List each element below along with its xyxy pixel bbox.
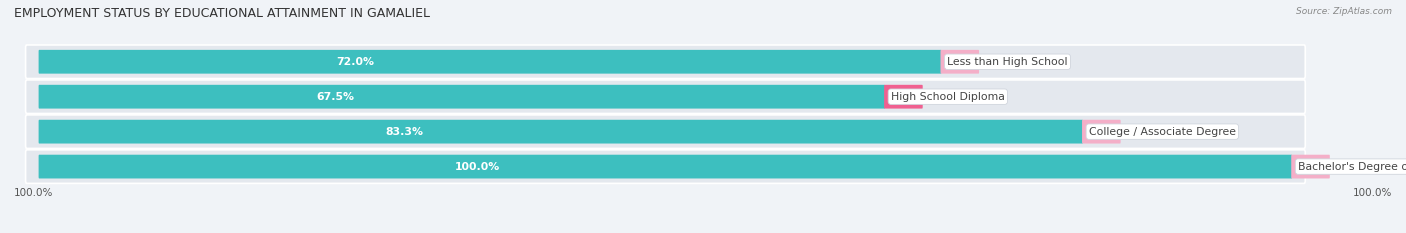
FancyBboxPatch shape (25, 45, 1305, 79)
Text: Less than High School: Less than High School (948, 57, 1067, 67)
FancyBboxPatch shape (38, 120, 1083, 144)
Text: 100.0%: 100.0% (1353, 188, 1392, 198)
Text: Bachelor's Degree or higher: Bachelor's Degree or higher (1298, 162, 1406, 171)
FancyBboxPatch shape (25, 80, 1305, 113)
FancyBboxPatch shape (25, 150, 1305, 183)
Text: 100.0%: 100.0% (14, 188, 53, 198)
FancyBboxPatch shape (1291, 155, 1330, 178)
Text: High School Diploma: High School Diploma (891, 92, 1005, 102)
Text: 83.3%: 83.3% (385, 127, 423, 137)
Text: 0.0%: 0.0% (1354, 162, 1382, 171)
Text: 0.0%: 0.0% (1144, 127, 1173, 137)
FancyBboxPatch shape (38, 85, 886, 109)
FancyBboxPatch shape (38, 50, 942, 74)
FancyBboxPatch shape (1083, 120, 1121, 144)
Text: College / Associate Degree: College / Associate Degree (1088, 127, 1236, 137)
Text: 0.0%: 0.0% (1004, 57, 1032, 67)
FancyBboxPatch shape (25, 115, 1305, 148)
FancyBboxPatch shape (38, 155, 1292, 178)
Text: EMPLOYMENT STATUS BY EDUCATIONAL ATTAINMENT IN GAMALIEL: EMPLOYMENT STATUS BY EDUCATIONAL ATTAINM… (14, 7, 430, 20)
Text: 72.0%: 72.0% (336, 57, 374, 67)
Text: 67.5%: 67.5% (316, 92, 354, 102)
FancyBboxPatch shape (884, 85, 922, 109)
Text: 1.2%: 1.2% (948, 92, 974, 102)
Text: Source: ZipAtlas.com: Source: ZipAtlas.com (1296, 7, 1392, 16)
Text: 100.0%: 100.0% (456, 162, 501, 171)
FancyBboxPatch shape (941, 50, 979, 74)
